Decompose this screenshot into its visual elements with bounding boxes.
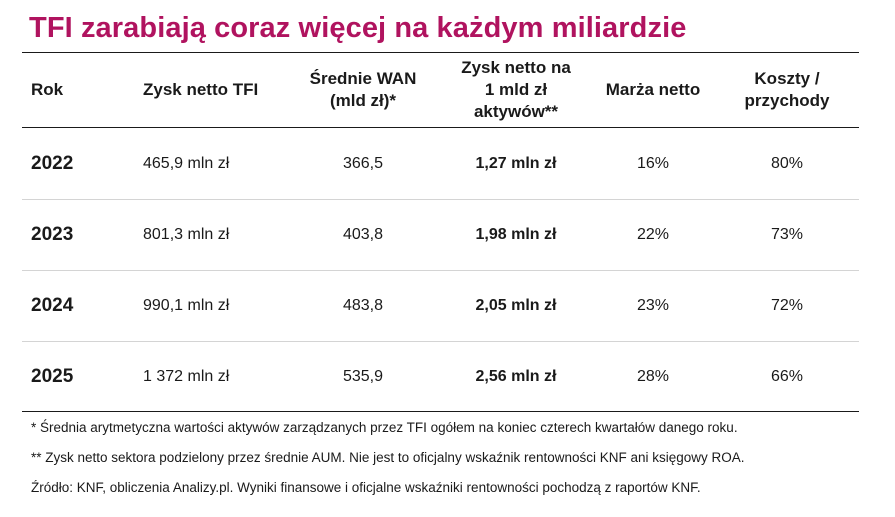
footnote-profit-per-bn: ** Zysk netto sektora podzielony przez ś…: [31, 450, 745, 465]
cell-year: 2022: [31, 153, 74, 174]
cell-cost-income: 72%: [770, 297, 804, 314]
cell-net-margin: 23%: [636, 297, 670, 314]
row-separator: [22, 270, 859, 271]
header-profit-per-bn-line3: aktywów**: [473, 102, 559, 121]
cell-profit-per-bn: 2,05 mln zł: [475, 297, 557, 314]
header-cost-income: Koszty / przychody: [722, 54, 852, 126]
cell-cost-income: 66%: [770, 368, 804, 385]
cell-year: 2024: [31, 295, 74, 316]
cell-profit-per-bn: 1,98 mln zł: [475, 226, 557, 243]
cell-net-margin: 28%: [636, 368, 670, 385]
cell-avg-aum: 403,8: [342, 226, 384, 243]
header-avg-aum-line2: (mld zł)*: [329, 91, 397, 110]
source-note: Źródło: KNF, obliczenia Analizy.pl. Wyni…: [31, 480, 701, 495]
cell-cost-income: 73%: [770, 226, 804, 243]
row-separator: [22, 199, 859, 200]
page-title: TFI zarabiają coraz więcej na każdym mil…: [29, 12, 687, 44]
table-bottom-rule: [22, 411, 859, 412]
row-separator: [22, 341, 859, 342]
table-row: 2025 1 372 mln zł 535,9 2,56 mln zł 28% …: [22, 342, 859, 412]
table-header-rule: [22, 127, 859, 128]
cell-net-margin: 16%: [636, 155, 670, 172]
header-year: Rok: [31, 54, 111, 126]
table-row: 2023 801,3 mln zł 403,8 1,98 mln zł 22% …: [22, 200, 859, 270]
table-top-rule: [22, 52, 859, 53]
table-row: 2024 990,1 mln zł 483,8 2,05 mln zł 23% …: [22, 271, 859, 341]
header-profit-per-bn-line2: 1 mld zł: [484, 80, 548, 99]
cell-net-profit: 990,1 mln zł: [143, 297, 230, 314]
cell-avg-aum: 535,9: [342, 368, 384, 385]
cell-year: 2023: [31, 224, 74, 245]
table-row: 2022 465,9 mln zł 366,5 1,27 mln zł 16% …: [22, 129, 859, 199]
header-net-profit: Zysk netto TFI: [143, 54, 293, 126]
header-cost-income-line1: Koszty /: [754, 69, 820, 88]
header-net-profit-label: Zysk netto TFI: [143, 80, 259, 99]
cell-net-margin: 22%: [636, 226, 670, 243]
header-cost-income-line2: przychody: [744, 91, 830, 110]
header-net-margin-label: Marża netto: [605, 80, 701, 99]
cell-year: 2025: [31, 366, 74, 387]
cell-avg-aum: 366,5: [342, 155, 384, 172]
header-avg-aum: Średnie WAN (mld zł)*: [298, 54, 428, 126]
header-net-margin: Marża netto: [588, 54, 718, 126]
header-year-label: Rok: [31, 80, 64, 99]
header-profit-per-bn-line1: Zysk netto na: [461, 58, 571, 77]
cell-net-profit: 465,9 mln zł: [143, 155, 230, 172]
cell-profit-per-bn: 2,56 mln zł: [475, 368, 557, 385]
cell-avg-aum: 483,8: [342, 297, 384, 314]
header-avg-aum-line1: Średnie WAN: [309, 69, 417, 88]
cell-cost-income: 80%: [770, 155, 804, 172]
cell-net-profit: 801,3 mln zł: [143, 226, 230, 243]
header-profit-per-bn: Zysk netto na 1 mld zł aktywów**: [446, 54, 586, 126]
cell-net-profit: 1 372 mln zł: [143, 368, 230, 385]
cell-profit-per-bn: 1,27 mln zł: [475, 155, 557, 172]
footnote-aum: * Średnia arytmetyczna wartości aktywów …: [31, 420, 738, 435]
